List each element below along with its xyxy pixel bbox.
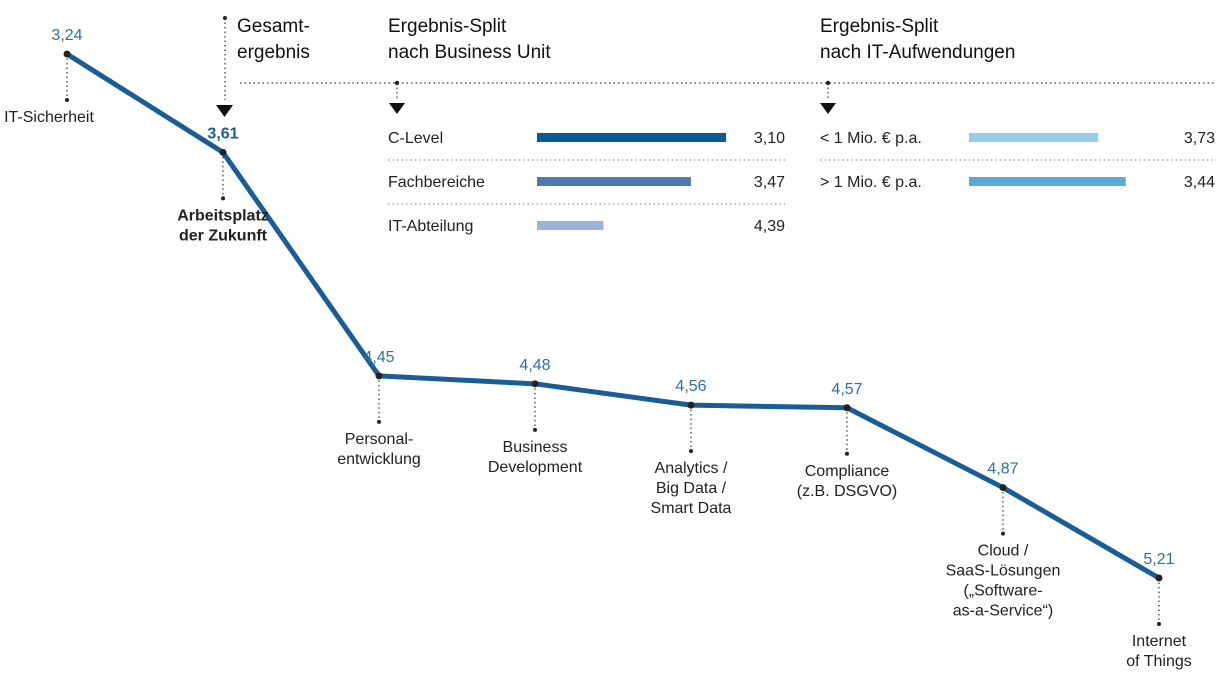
category-label: IT-Sicherheit (4, 109, 94, 126)
point (375, 372, 383, 380)
bar (969, 177, 1126, 186)
category-label: Personal-entwicklung (337, 431, 421, 468)
value-label: 3,61 (207, 125, 238, 142)
point (843, 404, 851, 412)
bar-value: 3,10 (754, 130, 785, 147)
pointer-dot (223, 16, 227, 20)
point (1155, 574, 1163, 582)
point (63, 50, 71, 58)
bar-label: C-Level (388, 130, 443, 147)
arrow (216, 105, 233, 117)
panel-title: Ergebnis-Split nach IT-Aufwendungen (820, 16, 1015, 63)
leader-dot (845, 451, 849, 456)
point (531, 380, 539, 388)
line (65, 51, 1161, 581)
leader-dot (1157, 622, 1161, 626)
annotation: Gesamt-ergebnis (237, 16, 310, 63)
category-label: Internet of Things (1126, 633, 1192, 670)
value-label: 4,45 (363, 349, 394, 366)
category-label: Cloud / SaaS-Lösungen („Software-as-a-Serv… (946, 543, 1061, 620)
value-label: 4,87 (987, 461, 1018, 478)
value-label: 4,56 (675, 378, 706, 395)
bar-label: < 1 Mio. € p.a. (820, 130, 922, 147)
bar-value: 3,73 (1184, 130, 1215, 147)
bar (537, 177, 691, 186)
bar (537, 133, 727, 142)
category-label: Business Development (488, 439, 583, 476)
point (219, 148, 227, 156)
leader-dot (689, 449, 693, 454)
value-label: 4,48 (519, 357, 550, 374)
leader-dot (1001, 531, 1005, 536)
bar-label: IT-Abteilung (388, 218, 473, 235)
category-label: Analytics / Big Data / Smart Data (651, 460, 732, 517)
bar-value: 3,44 (1184, 174, 1215, 191)
point (999, 484, 1007, 492)
bar (969, 133, 1099, 142)
category-label: Arbeitsplatz der Zukunft (177, 207, 269, 244)
leader-dot (377, 419, 381, 424)
bar-value: 4,39 (754, 218, 785, 235)
leader-dot (221, 196, 225, 201)
panel-title: Ergebnis-Split nach Business Unit (388, 16, 551, 63)
point (687, 401, 695, 409)
bar (537, 221, 604, 230)
arrow (389, 103, 405, 114)
value-label: 3,24 (51, 27, 82, 44)
leader-dot (65, 98, 69, 102)
bar-label: Fachbereiche (388, 174, 485, 191)
value-label: 5,21 (1143, 551, 1174, 568)
leader-dot (533, 427, 537, 432)
value-label: 4,57 (831, 381, 862, 398)
arrow (820, 103, 836, 114)
category-label: Compliance (z.B. DSGVO) (797, 463, 897, 500)
bar-value: 3,47 (754, 174, 785, 191)
bar-label: > 1 Mio. € p.a. (820, 174, 922, 191)
